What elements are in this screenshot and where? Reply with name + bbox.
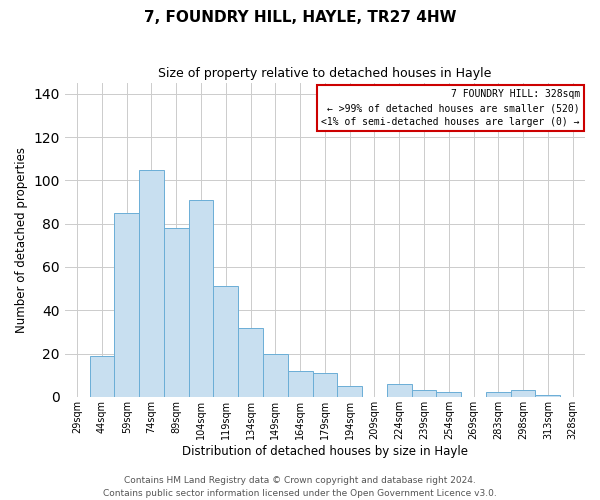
Bar (164, 228, 188, 397)
Bar (115, 213, 139, 397)
Bar (263, 354, 288, 397)
Title: Size of property relative to detached houses in Hayle: Size of property relative to detached ho… (158, 68, 491, 80)
Bar (387, 384, 412, 397)
Bar (188, 200, 214, 397)
Y-axis label: Number of detached properties: Number of detached properties (15, 147, 28, 333)
Bar (511, 390, 535, 397)
Text: 7, FOUNDRY HILL, HAYLE, TR27 4HW: 7, FOUNDRY HILL, HAYLE, TR27 4HW (144, 10, 456, 25)
Bar (535, 394, 560, 397)
Text: Contains HM Land Registry data © Crown copyright and database right 2024.
Contai: Contains HM Land Registry data © Crown c… (103, 476, 497, 498)
Bar (238, 328, 263, 397)
Text: 7 FOUNDRY HILL: 328sqm
← >99% of detached houses are smaller (520)
<1% of semi-d: 7 FOUNDRY HILL: 328sqm ← >99% of detache… (321, 90, 580, 128)
Bar (337, 386, 362, 397)
Bar (89, 356, 115, 397)
X-axis label: Distribution of detached houses by size in Hayle: Distribution of detached houses by size … (182, 444, 468, 458)
Bar (288, 371, 313, 397)
Bar (139, 170, 164, 397)
Bar (412, 390, 436, 397)
Bar (436, 392, 461, 397)
Bar (486, 392, 511, 397)
Bar (214, 286, 238, 397)
Bar (313, 373, 337, 397)
